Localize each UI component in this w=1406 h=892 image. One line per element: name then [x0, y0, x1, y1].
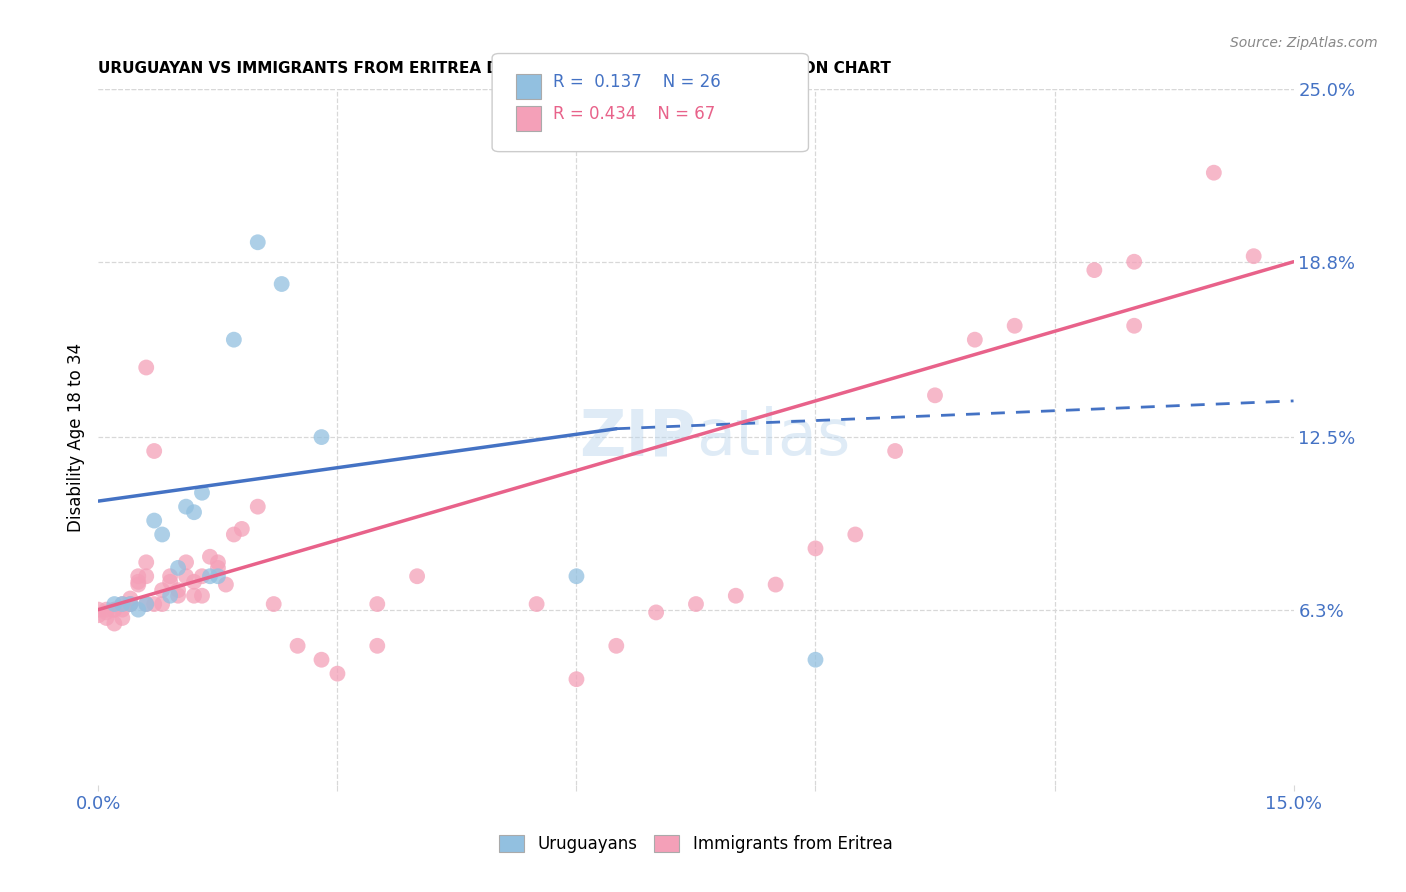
Point — [120, 597, 142, 611]
Point — [191, 569, 214, 583]
Point — [120, 591, 142, 606]
Text: URUGUAYAN VS IMMIGRANTS FROM ERITREA DISABILITY AGE 18 TO 34 CORRELATION CHART: URUGUAYAN VS IMMIGRANTS FROM ERITREA DIS… — [98, 61, 891, 76]
Point — [765, 577, 787, 591]
Point — [191, 485, 214, 500]
Point — [120, 597, 142, 611]
Point — [207, 569, 229, 583]
Point — [150, 527, 173, 541]
Point — [804, 541, 827, 556]
Point — [804, 653, 827, 667]
Point — [174, 500, 197, 514]
Point — [167, 589, 190, 603]
Point — [366, 597, 388, 611]
Point — [135, 597, 157, 611]
Point — [96, 602, 118, 616]
Point — [207, 555, 229, 569]
Point — [103, 602, 125, 616]
Text: R =  0.137    N = 26: R = 0.137 N = 26 — [553, 73, 720, 91]
Point — [924, 388, 946, 402]
Point — [143, 444, 166, 458]
Point — [246, 235, 269, 250]
Point — [96, 606, 118, 620]
Point — [198, 569, 221, 583]
Point — [120, 597, 142, 611]
Point — [198, 549, 221, 564]
Point — [207, 561, 229, 575]
Point — [135, 597, 157, 611]
Point — [103, 616, 125, 631]
Point — [103, 597, 125, 611]
Point — [366, 639, 388, 653]
Point — [111, 597, 134, 611]
Point — [215, 577, 238, 591]
Point — [231, 522, 253, 536]
Point — [191, 589, 214, 603]
Point — [326, 666, 349, 681]
Point — [167, 583, 190, 598]
Point — [183, 589, 205, 603]
Point — [143, 597, 166, 611]
Text: atlas: atlas — [696, 406, 851, 468]
Point — [127, 577, 149, 591]
Point — [565, 569, 588, 583]
Point — [174, 569, 197, 583]
Point — [1083, 263, 1105, 277]
Point — [311, 430, 333, 444]
Point — [844, 527, 866, 541]
Point — [605, 639, 627, 653]
Point — [1123, 318, 1146, 333]
Point — [167, 561, 190, 575]
Point — [263, 597, 285, 611]
Point — [222, 527, 245, 541]
Point — [222, 333, 245, 347]
Point — [159, 569, 181, 583]
Point — [311, 653, 333, 667]
Y-axis label: Disability Age 18 to 34: Disability Age 18 to 34 — [66, 343, 84, 532]
Point — [127, 602, 149, 616]
Point — [183, 574, 205, 589]
Point — [159, 574, 181, 589]
Point — [963, 333, 986, 347]
Point — [103, 602, 125, 616]
Point — [143, 514, 166, 528]
Point — [287, 639, 309, 653]
Point — [724, 589, 747, 603]
Point — [1202, 166, 1225, 180]
Point — [127, 569, 149, 583]
Point — [406, 569, 429, 583]
Point — [111, 597, 134, 611]
Point — [111, 602, 134, 616]
Text: ZIP: ZIP — [579, 406, 696, 468]
Point — [1243, 249, 1265, 263]
Point — [174, 555, 197, 569]
Text: R = 0.434    N = 67: R = 0.434 N = 67 — [553, 105, 714, 123]
Point — [159, 589, 181, 603]
Point — [526, 597, 548, 611]
Point — [1123, 254, 1146, 268]
Point — [1004, 318, 1026, 333]
Point — [565, 672, 588, 686]
Point — [87, 602, 110, 616]
Point — [150, 583, 173, 598]
Point — [270, 277, 292, 291]
Point — [150, 597, 173, 611]
Legend: Uruguayans, Immigrants from Eritrea: Uruguayans, Immigrants from Eritrea — [492, 829, 900, 860]
Point — [96, 611, 118, 625]
Point — [135, 555, 157, 569]
Point — [884, 444, 907, 458]
Point — [127, 574, 149, 589]
Point — [135, 569, 157, 583]
Point — [645, 606, 668, 620]
Point — [246, 500, 269, 514]
Point — [111, 611, 134, 625]
Point — [685, 597, 707, 611]
Point — [135, 360, 157, 375]
Text: Source: ZipAtlas.com: Source: ZipAtlas.com — [1230, 36, 1378, 50]
Point — [87, 608, 110, 623]
Point — [183, 505, 205, 519]
